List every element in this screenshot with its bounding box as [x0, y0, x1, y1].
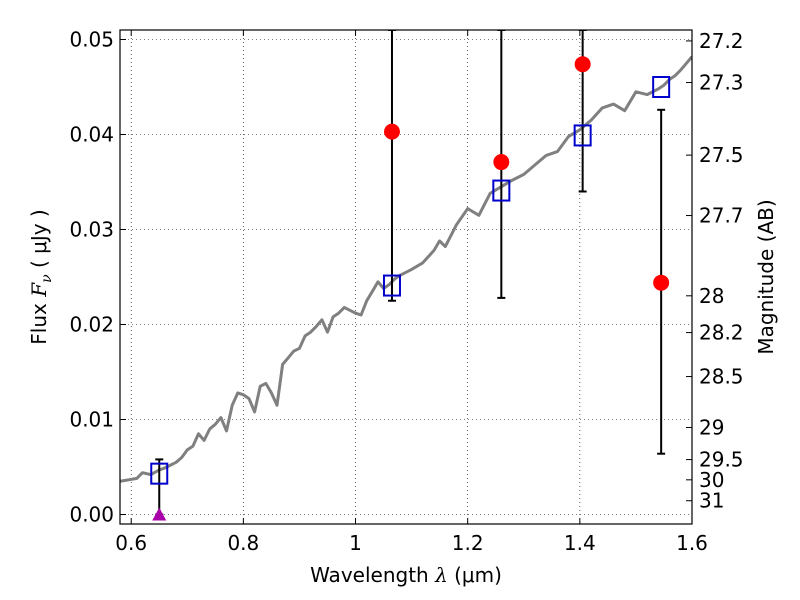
y-tick-label: 0.02	[69, 313, 114, 337]
mag-tick-label: 28	[699, 284, 724, 308]
x-tick-label: 1	[349, 531, 362, 555]
x-tick-label: 0.8	[227, 531, 259, 555]
y-axis-label: Flux Fν ( μJy )	[27, 209, 55, 344]
y-tick-label: 0.01	[69, 408, 114, 432]
upper-limit-marker	[152, 507, 167, 521]
x-axis-label: Wavelength λ (μm)	[310, 563, 502, 587]
x-tick-label: 1.6	[676, 531, 708, 555]
observed-point	[653, 274, 670, 291]
y-tick-label: 0.00	[69, 503, 114, 527]
model-square-marker	[652, 76, 671, 98]
mag-tick-label: 27.5	[699, 143, 744, 167]
mag-tick-label: 31	[699, 489, 724, 513]
mag-tick-label: 27.2	[699, 29, 744, 53]
data-layer	[120, 30, 692, 521]
sed-line	[120, 55, 692, 483]
y-tick-label: 0.05	[69, 28, 114, 52]
y2-axis-label: Magnitude (AB)	[754, 199, 778, 354]
mag-tick-label: 27.3	[699, 71, 744, 95]
mag-tick-label: 29	[699, 415, 724, 439]
model-square-marker	[150, 462, 169, 485]
model-square-marker	[492, 179, 511, 202]
mag-tick-label: 29.5	[699, 448, 744, 472]
y-tick-label: 0.03	[69, 218, 114, 242]
model-square-marker	[573, 124, 592, 147]
mag-tick-label: 30	[699, 468, 724, 492]
x-tick-label: 1.4	[564, 531, 596, 555]
x-tick-label: 1.2	[452, 531, 484, 555]
y-tick-label: 0.04	[69, 123, 114, 147]
grid	[120, 30, 693, 524]
mag-tick-label: 28.2	[699, 321, 744, 345]
observed-point	[574, 56, 591, 73]
model-square-marker	[382, 274, 401, 297]
mag-tick-label: 28.5	[699, 365, 744, 389]
ticks: 0.6 0.8 1 1.2 1.4 1.6 0.00 0.01 0.02 0.03 0.04 0.05…	[69, 28, 743, 556]
mag-tick-label: 27.7	[699, 204, 744, 228]
observed-point	[383, 123, 400, 140]
plot-frame	[119, 29, 693, 525]
x-tick-label: 0.6	[115, 531, 147, 555]
observed-point	[493, 154, 510, 171]
